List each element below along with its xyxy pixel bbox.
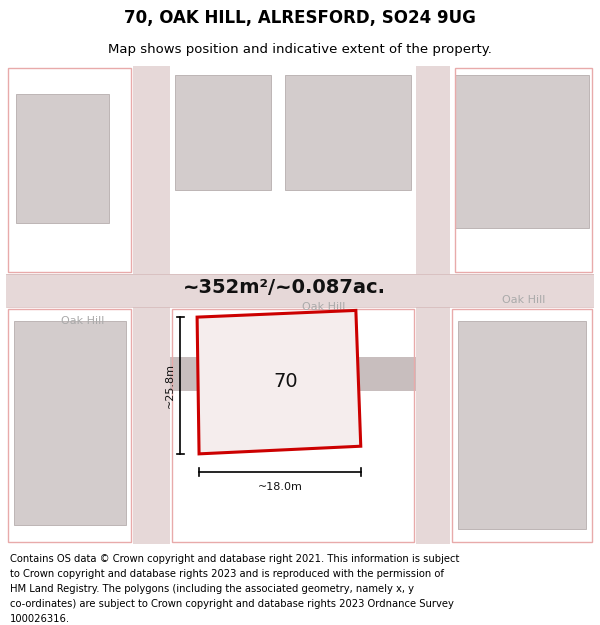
Text: 70, OAK HILL, ALRESFORD, SO24 9UG: 70, OAK HILL, ALRESFORD, SO24 9UG <box>124 9 476 28</box>
Polygon shape <box>175 75 271 190</box>
Polygon shape <box>416 66 450 544</box>
Text: Oak Hill: Oak Hill <box>502 295 545 305</box>
Text: ~25.8m: ~25.8m <box>164 363 175 408</box>
Text: co-ordinates) are subject to Crown copyright and database rights 2023 Ordnance S: co-ordinates) are subject to Crown copyr… <box>10 599 454 609</box>
Text: ~352m²/~0.087ac.: ~352m²/~0.087ac. <box>182 278 385 297</box>
Text: 100026316.: 100026316. <box>10 614 70 624</box>
Polygon shape <box>170 357 416 391</box>
Text: to Crown copyright and database rights 2023 and is reproduced with the permissio: to Crown copyright and database rights 2… <box>10 569 444 579</box>
Text: Contains OS data © Crown copyright and database right 2021. This information is : Contains OS data © Crown copyright and d… <box>10 554 460 564</box>
Polygon shape <box>6 274 594 307</box>
Text: Oak Hill: Oak Hill <box>61 316 104 326</box>
Text: HM Land Registry. The polygons (including the associated geometry, namely x, y: HM Land Registry. The polygons (includin… <box>10 584 414 594</box>
Polygon shape <box>197 311 361 454</box>
Polygon shape <box>133 66 170 544</box>
Polygon shape <box>14 321 125 524</box>
Polygon shape <box>286 75 411 190</box>
Text: 70: 70 <box>273 372 298 391</box>
Polygon shape <box>458 321 586 529</box>
Text: Map shows position and indicative extent of the property.: Map shows position and indicative extent… <box>108 42 492 56</box>
Text: Oak Hill: Oak Hill <box>302 302 345 312</box>
Polygon shape <box>455 75 589 228</box>
Text: ~18.0m: ~18.0m <box>257 482 302 492</box>
Polygon shape <box>16 94 109 223</box>
